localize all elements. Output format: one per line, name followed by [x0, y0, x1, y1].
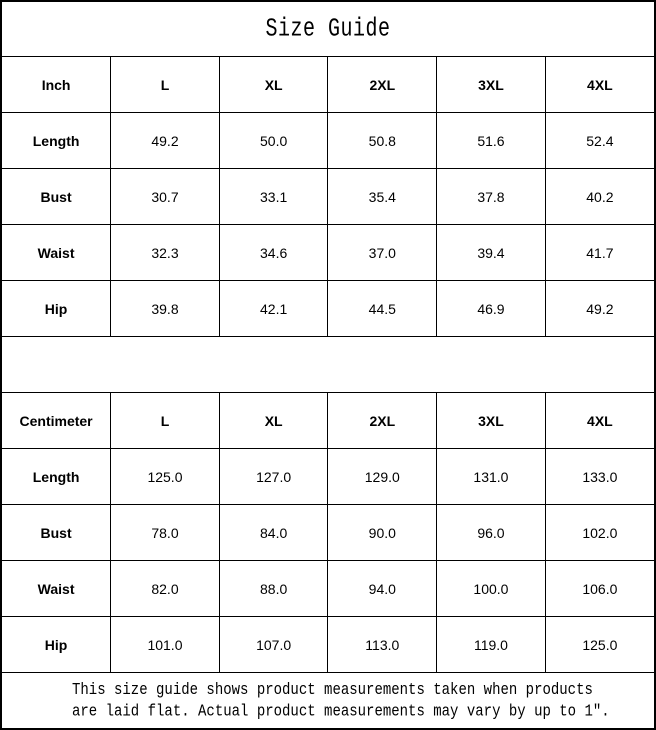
- measurement-cell: 51.6: [436, 112, 546, 169]
- measurement-cell: 133.0: [544, 448, 654, 505]
- table-row: Length 125.0 127.0 129.0 131.0 133.0: [2, 448, 654, 505]
- measurement-cell: 102.0: [544, 504, 654, 561]
- measurement-cell: 107.0: [218, 616, 329, 673]
- size-column-header: L: [110, 57, 220, 113]
- unit-header-cell: Inch: [2, 57, 112, 113]
- measurement-cell: 90.0: [327, 504, 438, 561]
- row-label-cell: Waist: [2, 560, 112, 617]
- size-guide-footnote: This size guide shows product measuremen…: [2, 668, 654, 729]
- row-label-cell: Length: [2, 112, 112, 169]
- row-label-cell: Hip: [2, 616, 112, 673]
- measurement-cell: 34.6: [218, 224, 329, 281]
- row-label-cell: Hip: [2, 280, 112, 337]
- centimeter-size-table: Centimeter L XL 2XL 3XL 4XL Length 125.0…: [2, 392, 654, 673]
- footnote-line-1: This size guide shows product measuremen…: [72, 680, 593, 700]
- measurement-cell: 46.9: [436, 280, 546, 337]
- measurement-cell: 125.0: [110, 448, 220, 505]
- size-column-header: XL: [218, 392, 329, 449]
- measurement-cell: 129.0: [327, 448, 438, 505]
- measurement-cell: 50.8: [327, 112, 438, 169]
- measurement-cell: 50.0: [218, 112, 329, 169]
- measurement-cell: 49.2: [544, 280, 654, 337]
- measurement-cell: 125.0: [544, 616, 654, 673]
- unit-header-cell: Centimeter: [2, 392, 112, 449]
- measurement-cell: 33.1: [218, 168, 329, 225]
- table-row: Bust 78.0 84.0 90.0 96.0 102.0: [2, 504, 654, 561]
- size-column-header: 2XL: [327, 392, 438, 449]
- footnote-line-2: are laid flat. Actual product measuremen…: [72, 701, 610, 721]
- measurement-cell: 96.0: [436, 504, 546, 561]
- size-guide-title: Size Guide: [265, 14, 391, 44]
- measurement-cell: 30.7: [110, 168, 220, 225]
- size-column-header: L: [110, 392, 220, 449]
- table-row: Bust 30.7 33.1 35.4 37.8 40.2: [2, 168, 654, 225]
- measurement-cell: 106.0: [544, 560, 654, 617]
- table-row: Waist 32.3 34.6 37.0 39.4 41.7: [2, 224, 654, 281]
- measurement-cell: 42.1: [218, 280, 329, 337]
- inch-size-table: Inch L XL 2XL 3XL 4XL Length 49.2 50.0 5…: [2, 57, 654, 337]
- table-row: Hip 101.0 107.0 113.0 119.0 125.0: [2, 616, 654, 673]
- row-label-cell: Bust: [2, 168, 112, 225]
- table-gap: [2, 337, 654, 392]
- size-column-header: 2XL: [327, 57, 438, 113]
- measurement-cell: 52.4: [544, 112, 654, 169]
- measurement-cell: 100.0: [436, 560, 546, 617]
- table-row: Length 49.2 50.0 50.8 51.6 52.4: [2, 112, 654, 169]
- size-guide-title-box: Size Guide: [2, 2, 654, 57]
- measurement-cell: 40.2: [544, 168, 654, 225]
- measurement-cell: 94.0: [327, 560, 438, 617]
- measurement-cell: 39.4: [436, 224, 546, 281]
- size-column-header: XL: [218, 57, 329, 113]
- size-column-header: 4XL: [544, 57, 654, 113]
- measurement-cell: 82.0: [110, 560, 220, 617]
- measurement-cell: 127.0: [218, 448, 329, 505]
- measurement-cell: 37.0: [327, 224, 438, 281]
- measurement-cell: 44.5: [327, 280, 438, 337]
- measurement-cell: 39.8: [110, 280, 220, 337]
- measurement-cell: 35.4: [327, 168, 438, 225]
- measurement-cell: 32.3: [110, 224, 220, 281]
- size-column-header: 3XL: [436, 392, 546, 449]
- table-header-row: Centimeter L XL 2XL 3XL 4XL: [2, 392, 654, 449]
- measurement-cell: 84.0: [218, 504, 329, 561]
- measurement-cell: 78.0: [110, 504, 220, 561]
- table-header-row: Inch L XL 2XL 3XL 4XL: [2, 57, 654, 113]
- measurement-cell: 37.8: [436, 168, 546, 225]
- measurement-cell: 49.2: [110, 112, 220, 169]
- measurement-cell: 119.0: [436, 616, 546, 673]
- row-label-cell: Length: [2, 448, 112, 505]
- measurement-cell: 101.0: [110, 616, 220, 673]
- row-label-cell: Waist: [2, 224, 112, 281]
- table-row: Hip 39.8 42.1 44.5 46.9 49.2: [2, 280, 654, 337]
- measurement-cell: 88.0: [218, 560, 329, 617]
- table-row: Waist 82.0 88.0 94.0 100.0 106.0: [2, 560, 654, 617]
- measurement-cell: 41.7: [544, 224, 654, 281]
- row-label-cell: Bust: [2, 504, 112, 561]
- size-column-header: 3XL: [436, 57, 546, 113]
- size-column-header: 4XL: [544, 392, 654, 449]
- measurement-cell: 113.0: [327, 616, 438, 673]
- measurement-cell: 131.0: [436, 448, 546, 505]
